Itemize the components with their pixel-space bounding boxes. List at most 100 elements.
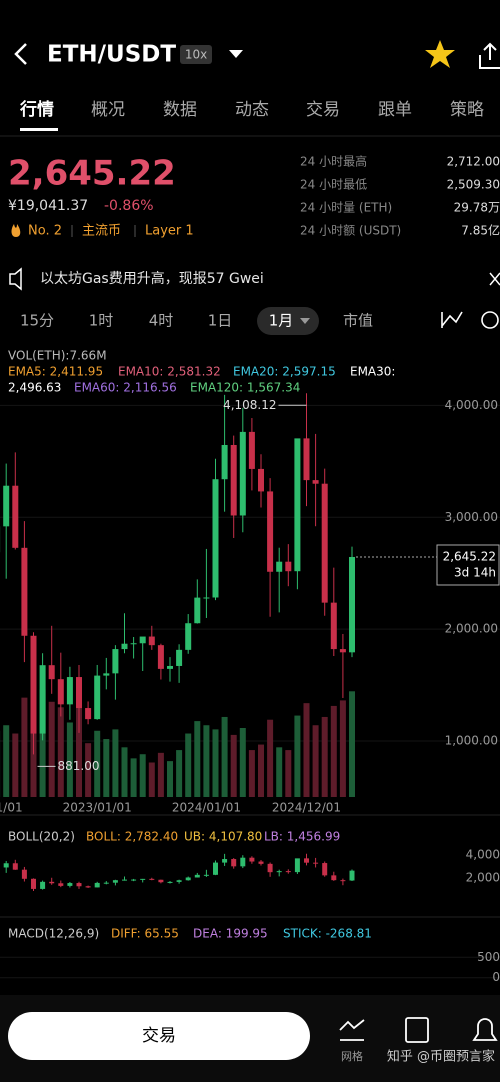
leverage-badge [180,45,212,64]
watermark: 知乎 @币圈预言家 [387,1049,495,1065]
candle-body [57,679,64,705]
volume-bar [239,728,246,797]
candle-body [303,438,310,481]
current-label: 2,645.22 [443,549,496,563]
volume-bar [258,744,264,797]
cny-price: ¥19,041.37 [8,198,88,214]
volume-bar [112,729,119,797]
volume-bar [267,719,274,797]
volume-bar [130,758,137,797]
tab[interactable]: 交易 [306,100,340,120]
candle-body [158,879,164,883]
tab[interactable]: 跟单 [378,100,412,120]
y-tick-label: 2,000.00 [445,622,498,636]
candle-body [167,665,173,669]
interval[interactable]: 1日 [208,312,233,330]
candle-body [39,665,46,734]
interval[interactable]: 1时 [89,312,114,330]
candle-body [231,859,237,867]
candle-body [176,649,183,666]
candle-body [294,438,301,572]
tab[interactable]: 动态 [235,100,269,120]
volume-bar [330,705,337,797]
candle-body [122,879,127,881]
candle-body [12,485,19,548]
volume-bar [185,733,192,797]
volume-bar [248,750,255,797]
stat-label: 24 小时最高 [300,154,367,169]
candle-body [85,886,91,888]
grid-icon[interactable] [339,1019,365,1041]
ema-label: EMA10: 2,581.32 [118,365,221,379]
tab[interactable]: 策略 [450,100,484,120]
volume-bar [167,761,173,797]
close-icon[interactable] [489,272,500,286]
y-tick-label: 3,000.00 [445,510,498,524]
boll-label: BOLL(20,2) [8,830,75,844]
candle-body [49,881,55,884]
tab[interactable]: 行情 [19,99,54,120]
settings-icon[interactable] [481,311,499,329]
indicator-icon[interactable] [441,311,463,328]
candle-body [294,858,300,873]
boll-tick-label: 4,000 [466,847,500,861]
volume-bar [339,700,346,797]
volume-bar [139,754,146,797]
candle-body [130,643,137,645]
volume-bar [48,701,55,797]
volume-bar [76,703,82,797]
candle-body [76,883,82,887]
volume-bar [194,721,201,797]
interval-caret [300,318,310,324]
candle-body [240,857,246,867]
share-icon[interactable] [479,42,500,69]
boll-tick-label: 2,000 [466,871,500,885]
volume-bar [303,703,310,797]
tab[interactable]: 概况 [91,100,125,120]
ema-label: EMA30: [350,365,395,379]
back-icon[interactable] [14,43,27,65]
candle-body [304,858,309,863]
candle-body [85,708,92,720]
candle-body [285,561,292,572]
interval[interactable]: 市值 [343,312,373,330]
candle-body [321,483,328,603]
candle-body [249,857,255,862]
star-icon[interactable] [425,40,455,68]
tag: Layer 1 [145,224,194,239]
candle-body [157,645,164,669]
volume-bar [3,725,10,797]
tab[interactable]: 数据 [163,100,197,120]
candle-body [67,883,73,886]
volume-bar [121,747,128,797]
ema-label: EMA60: 2,116.56 [74,381,177,395]
candle-body [48,665,55,680]
candle-body [267,491,274,572]
candle-body [230,444,237,516]
interval[interactable]: 1月 [269,312,294,330]
candle-body [239,431,246,516]
doc-icon[interactable] [405,1017,429,1043]
candle-body [149,878,155,880]
candle-body [267,863,273,873]
bell-icon[interactable] [472,1018,498,1041]
stat-label: 24 小时最低 [300,178,367,192]
dropdown-icon[interactable] [229,50,243,58]
macd-tick-label: 500 [477,950,500,964]
news[interactable]: 以太坊Gas费用升高，现报57 Gwei [40,270,264,287]
candle-body [212,479,219,598]
interval-selected [257,307,319,335]
candle-body [176,880,182,882]
interval[interactable]: 15分 [20,312,54,330]
leverage: 10x [185,48,207,62]
volume-bar [85,743,92,797]
candle-body [31,878,36,889]
interval[interactable]: 4时 [149,312,174,330]
fire-icon [11,224,21,237]
trade-button[interactable] [8,1012,310,1060]
candle-body [148,636,155,646]
tag: 主流币 [82,224,121,239]
volume-bar [157,752,164,797]
candle-body [94,882,100,888]
